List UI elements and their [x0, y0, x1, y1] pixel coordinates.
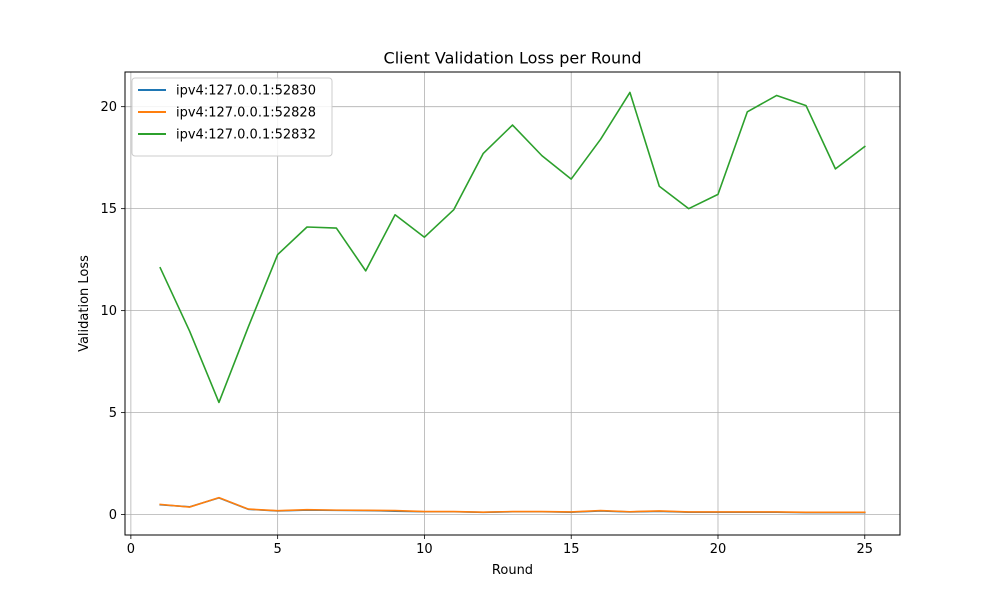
y-axis-ticks: 0 5 10 15 20 [100, 100, 125, 523]
y-tick-label: 5 [109, 406, 117, 421]
chart-title: Client Validation Loss per Round [384, 49, 642, 68]
series-line-2 [159, 91, 866, 404]
x-tick-label: 10 [416, 542, 433, 557]
series-line-1 [159, 496, 866, 514]
legend: ipv4:127.0.0.1:52830 ipv4:127.0.0.1:52828… [131, 77, 333, 157]
x-tick-label: 20 [710, 542, 727, 557]
legend-box [131, 77, 333, 157]
legend-label-0: ipv4:127.0.0.1:52830 [176, 84, 316, 99]
x-tick-label: 5 [274, 542, 282, 557]
x-tick-label: 15 [563, 542, 580, 557]
x-axis-ticks: 0 5 10 15 20 25 [127, 535, 873, 557]
x-tick-label: 25 [856, 542, 873, 557]
y-tick-label: 0 [109, 508, 117, 523]
x-tick-label: 0 [127, 542, 135, 557]
plot-area-frame [124, 71, 901, 536]
series-lines [159, 91, 866, 514]
x-axis-label: Round [492, 563, 533, 578]
y-tick-label: 20 [100, 100, 117, 115]
y-tick-label: 15 [100, 202, 117, 217]
y-tick-label: 10 [100, 304, 117, 319]
legend-label-2: ipv4:127.0.0.1:52832 [176, 128, 316, 143]
legend-label-1: ipv4:127.0.0.1:52828 [176, 106, 316, 121]
y-axis-label: Validation Loss [77, 255, 92, 352]
